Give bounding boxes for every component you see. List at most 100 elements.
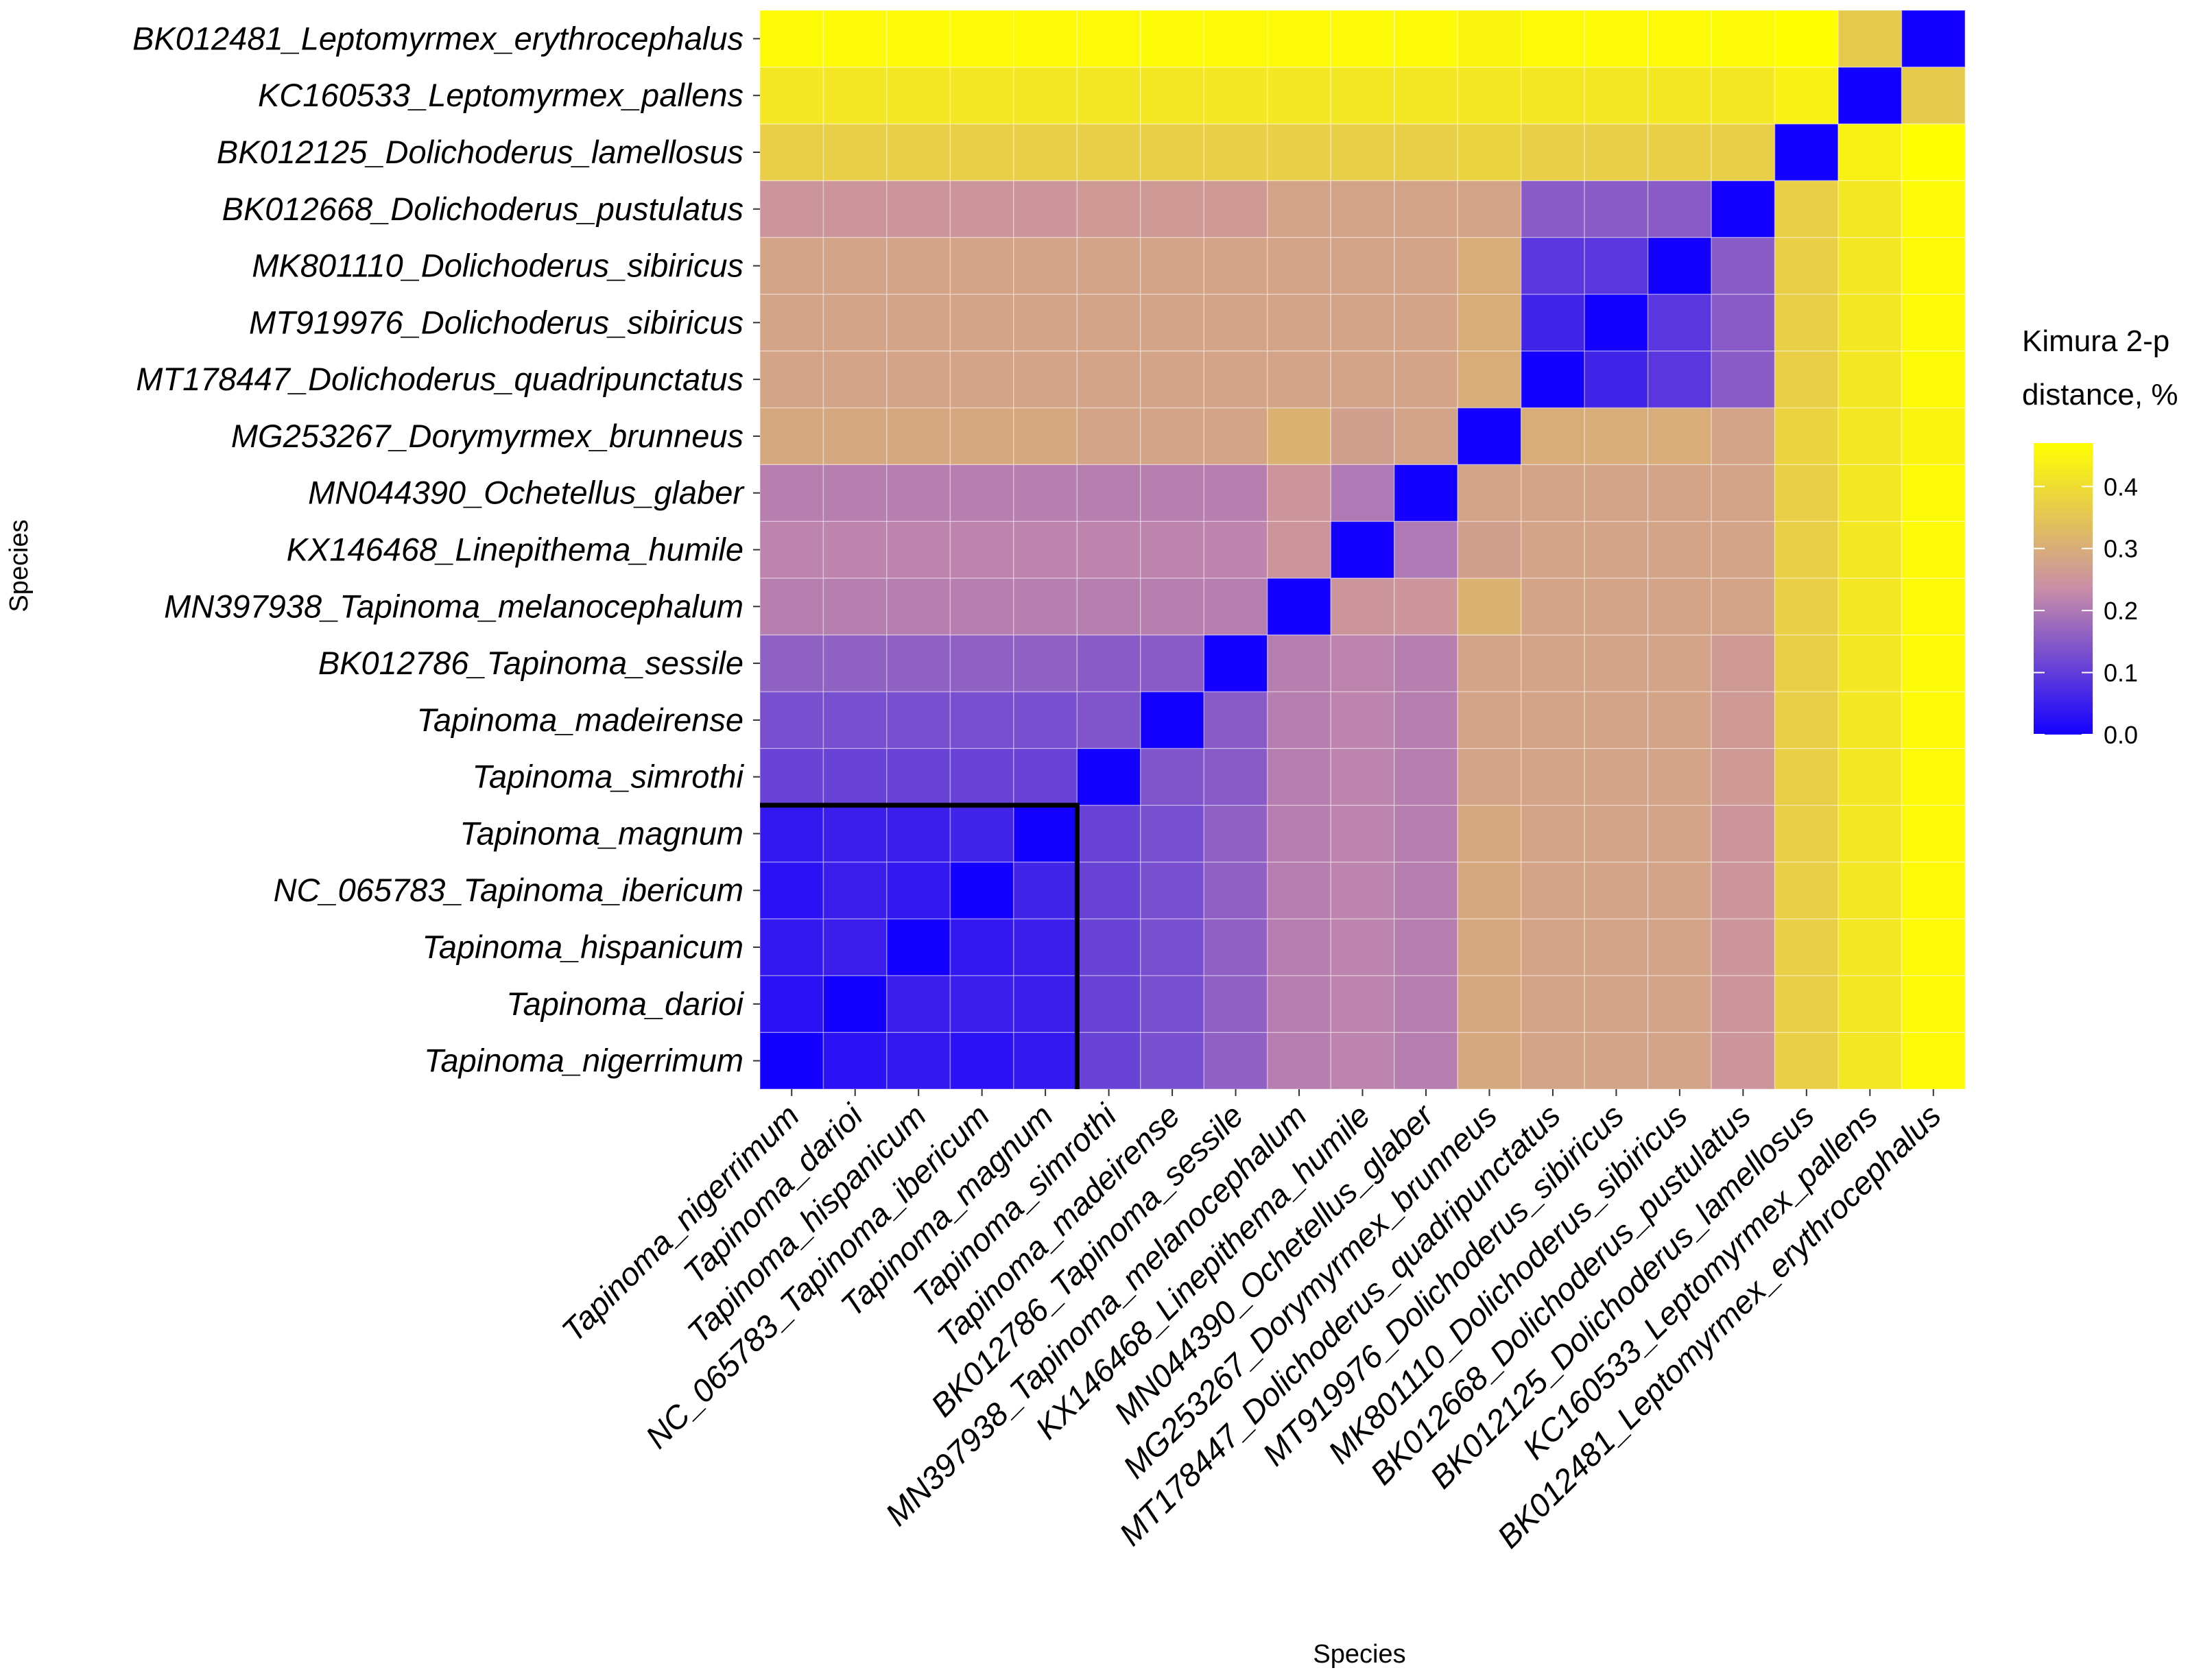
heatmap-cell (1330, 634, 1395, 693)
heatmap-cell (759, 748, 824, 806)
heatmap-cell (1076, 464, 1141, 522)
heatmap-cell (1330, 67, 1395, 125)
heatmap-cell (1076, 748, 1141, 806)
legend-tick-label: 0.0 (2104, 721, 2138, 749)
heatmap-cell (822, 634, 888, 693)
heatmap-cell (1838, 10, 1903, 68)
y-tick-label: Tapinoma_madeirense (417, 702, 744, 738)
heatmap-cell (1647, 10, 1712, 68)
heatmap-cell (949, 975, 1014, 1033)
heatmap-cell (1330, 10, 1395, 68)
heatmap-cell (1267, 577, 1332, 636)
heatmap-cell (1838, 294, 1903, 352)
heatmap-cell (886, 975, 951, 1033)
heatmap-cell (1711, 975, 1776, 1033)
heatmap-cell (1774, 294, 1839, 352)
y-axis-title: Species (5, 519, 34, 612)
heatmap-cell (1203, 1032, 1268, 1090)
y-axis-labels: Tapinoma_nigerrimum Tapinoma_darioi Tapino… (132, 20, 760, 1079)
y-tick-label: Tapinoma_nigerrimum (424, 1043, 744, 1079)
heatmap-cell (759, 521, 824, 579)
heatmap-cell (1140, 521, 1205, 579)
heatmap-cell (1520, 634, 1585, 693)
heatmap-cell (822, 577, 888, 636)
heatmap-cell (1647, 861, 1712, 920)
heatmap-cell (822, 294, 888, 352)
heatmap-cell (949, 748, 1014, 806)
heatmap-cell (1457, 577, 1522, 636)
heatmap-cell (1203, 805, 1268, 863)
heatmap-cell (822, 10, 888, 68)
heatmap-cell (1330, 237, 1395, 295)
heatmap-cell (1013, 67, 1078, 125)
heatmap-cell (1013, 350, 1078, 409)
heatmap-cell (1584, 577, 1649, 636)
heatmap-cell (1140, 67, 1205, 125)
heatmap-cell (1393, 180, 1458, 238)
heatmap-cell (1774, 1032, 1839, 1090)
heatmap-cell (759, 634, 824, 693)
heatmap-cell (886, 123, 951, 182)
heatmap-cells (759, 10, 1966, 1090)
heatmap-cell (1457, 350, 1522, 409)
heatmap-cell (1711, 748, 1776, 806)
heatmap-cell (1267, 464, 1332, 522)
heatmap-cell (759, 180, 824, 238)
heatmap-cell (1393, 521, 1458, 579)
heatmap-cell (1520, 180, 1585, 238)
heatmap-cell (1901, 407, 1966, 466)
heatmap-cell (1203, 237, 1268, 295)
heatmap-cell (1520, 464, 1585, 522)
heatmap-cell (949, 67, 1014, 125)
heatmap-cell (1647, 180, 1712, 238)
heatmap-cell (1330, 180, 1395, 238)
heatmap-cell (1584, 975, 1649, 1033)
heatmap-cell (1584, 748, 1649, 806)
heatmap-cell (886, 10, 951, 68)
heatmap-cell (1838, 634, 1903, 693)
heatmap-cell (886, 521, 951, 579)
heatmap-cell (1711, 180, 1776, 238)
heatmap-cell (1520, 237, 1585, 295)
heatmap-cell (1140, 975, 1205, 1033)
heatmap-cell (1393, 350, 1458, 409)
heatmap-cell (1076, 407, 1141, 466)
heatmap-cell (822, 407, 888, 466)
heatmap-cell (1267, 861, 1332, 920)
y-tick-label: MN044390_Ochetellus_glaber (308, 475, 745, 511)
heatmap-cell (822, 67, 888, 125)
y-tick-label: Tapinoma_hispanicum (422, 929, 744, 965)
heatmap-cell (1520, 407, 1585, 466)
heatmap-cell (1774, 407, 1839, 466)
legend-tick-label: 0.3 (2104, 535, 2138, 563)
heatmap-cell (1520, 577, 1585, 636)
heatmap-cell (886, 1032, 951, 1090)
y-tick-label: Tapinoma_magnum (460, 815, 744, 851)
heatmap-cell (1838, 464, 1903, 522)
heatmap-cell (1774, 918, 1839, 977)
heatmap-cell (1330, 521, 1395, 579)
heatmap-cell (1076, 10, 1141, 68)
heatmap-cell (1520, 861, 1585, 920)
heatmap-cell (1267, 1032, 1332, 1090)
heatmap-cell (1520, 521, 1585, 579)
heatmap-cell (1013, 918, 1078, 977)
heatmap-cell (1330, 577, 1395, 636)
heatmap-cell (1711, 1032, 1776, 1090)
heatmap-cell (1457, 918, 1522, 977)
color-legend: Kimura 2-p distance, % 0.0 0.1 0.2 0.3 0.4 (2022, 324, 2178, 749)
heatmap-cell (1647, 691, 1712, 750)
heatmap-cell (1711, 350, 1776, 409)
heatmap-cell (1140, 1032, 1205, 1090)
heatmap-cell (1584, 123, 1649, 182)
heatmap-cell (1520, 123, 1585, 182)
heatmap-cell (1140, 691, 1205, 750)
heatmap-cell (1330, 407, 1395, 466)
heatmap-cell (759, 918, 824, 977)
heatmap-cell (1203, 521, 1268, 579)
heatmap-cell (949, 691, 1014, 750)
heatmap-cell (1393, 748, 1458, 806)
heatmap-cell (1584, 918, 1649, 977)
heatmap-cell (949, 10, 1014, 68)
heatmap-cell (1013, 634, 1078, 693)
